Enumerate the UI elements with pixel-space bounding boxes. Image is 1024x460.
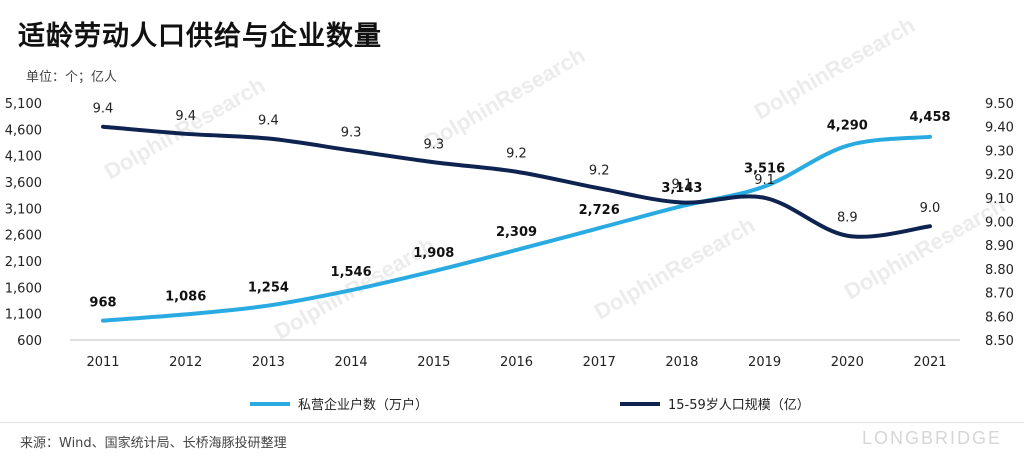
population-data-label: 9.4 <box>175 109 196 124</box>
population-data-label: 9.2 <box>589 163 610 178</box>
x-axis-tick: 2018 <box>665 355 698 370</box>
source-note: 来源：Wind、国家统计局、长桥海豚投研整理 <box>20 436 287 451</box>
left-axis-tick: 3,600 <box>5 176 42 191</box>
x-axis-tick: 2019 <box>748 355 781 370</box>
right-axis-tick: 9.00 <box>985 216 1014 231</box>
right-axis-tick: 8.80 <box>985 263 1014 278</box>
right-axis-tick: 8.90 <box>985 239 1014 254</box>
watermark-text: DolphinResearch <box>750 12 919 124</box>
right-axis-tick: 9.30 <box>985 144 1014 159</box>
population-data-label: 9.2 <box>506 147 527 162</box>
right-axis-tick: 8.60 <box>985 310 1014 325</box>
enterprise-data-label: 1,254 <box>248 281 289 296</box>
enterprise-data-label: 1,086 <box>165 289 206 304</box>
chart-title: 适龄劳动人口供给与企业数量 <box>18 21 382 52</box>
enterprise-data-label: 2,726 <box>579 203 620 218</box>
enterprise-data-label: 2,309 <box>496 225 537 240</box>
data-labels: 968 1,086 1,254 1,546 1,908 2,309 2,726 3,143 3,… <box>89 102 950 311</box>
left-axis-tick: 4,100 <box>5 150 42 165</box>
left-axis-tick: 3,100 <box>5 202 42 217</box>
left-axis-tick: 5,100 <box>5 97 42 112</box>
left-axis-tick: 600 <box>17 334 42 349</box>
x-axis-tick: 2017 <box>583 355 616 370</box>
right-axis-tick: 9.40 <box>985 121 1014 136</box>
legend-label-2: 15-59岁人口规模（亿） <box>668 398 810 413</box>
watermark-text: DolphinResearch <box>590 212 759 324</box>
watermark-text: DolphinResearch <box>420 42 589 154</box>
left-axis-tick: 2,600 <box>5 229 42 244</box>
enterprise-data-label: 3,143 <box>661 181 702 196</box>
enterprise-data-label: 4,458 <box>909 110 950 125</box>
population-data-label: 9.0 <box>920 201 941 216</box>
population-data-label: 8.9 <box>837 211 858 226</box>
series-line-2 <box>101 124 932 239</box>
right-axis-tick: 9.10 <box>985 192 1014 207</box>
chart-canvas: DolphinResearch DolphinResearch DolphinRes… <box>5 12 1014 413</box>
left-axis-tick: 1,600 <box>5 281 42 296</box>
enterprise-data-label: 3,516 <box>744 161 785 176</box>
population-data-label: 9.3 <box>341 125 362 140</box>
x-axis-tick: 2012 <box>169 355 202 370</box>
series-line-1 <box>101 134 932 323</box>
population-data-label: 9.1 <box>754 173 775 188</box>
population-data-label: 9.3 <box>423 137 444 152</box>
x-axis-tick: 2015 <box>417 355 450 370</box>
right-axis-tick: 8.70 <box>985 287 1014 302</box>
enterprise-data-label: 1,546 <box>331 265 372 280</box>
x-axis-tick: 2013 <box>252 355 285 370</box>
footer-divider <box>0 422 1024 423</box>
x-axis-tick: 2011 <box>86 355 119 370</box>
right-axis-tick: 9.50 <box>985 97 1014 112</box>
axes: 600 1,100 1,600 2,100 2,600 3,100 3,600 4,100 4,… <box>5 97 1014 370</box>
x-axis-tick: 2014 <box>335 355 368 370</box>
left-axis-tick: 2,100 <box>5 255 42 270</box>
population-data-label: 9.4 <box>258 114 279 129</box>
population-data-label: 9.4 <box>93 102 114 117</box>
legend: 私营企业户数（万户） 15-59岁人口规模（亿） <box>250 397 810 413</box>
enterprise-data-label: 4,290 <box>827 119 868 134</box>
unit-label: 单位：个；亿人 <box>26 70 118 85</box>
left-axis-tick: 1,100 <box>5 308 42 323</box>
x-axis-tick: 2021 <box>913 355 946 370</box>
x-axis-tick: 2016 <box>500 355 533 370</box>
x-axis-tick: 2020 <box>831 355 864 370</box>
right-axis-tick: 9.20 <box>985 168 1014 183</box>
right-axis-tick: 8.50 <box>985 334 1014 349</box>
left-axis-tick: 4,600 <box>5 123 42 138</box>
enterprise-data-label: 1,908 <box>413 246 454 261</box>
enterprise-data-label: 968 <box>89 296 116 311</box>
legend-label-1: 私营企业户数（万户） <box>298 397 428 413</box>
brand-logo: LONGBRIDGE <box>861 428 1002 448</box>
series-lines <box>101 124 932 323</box>
population-data-label: 9.1 <box>672 178 693 193</box>
